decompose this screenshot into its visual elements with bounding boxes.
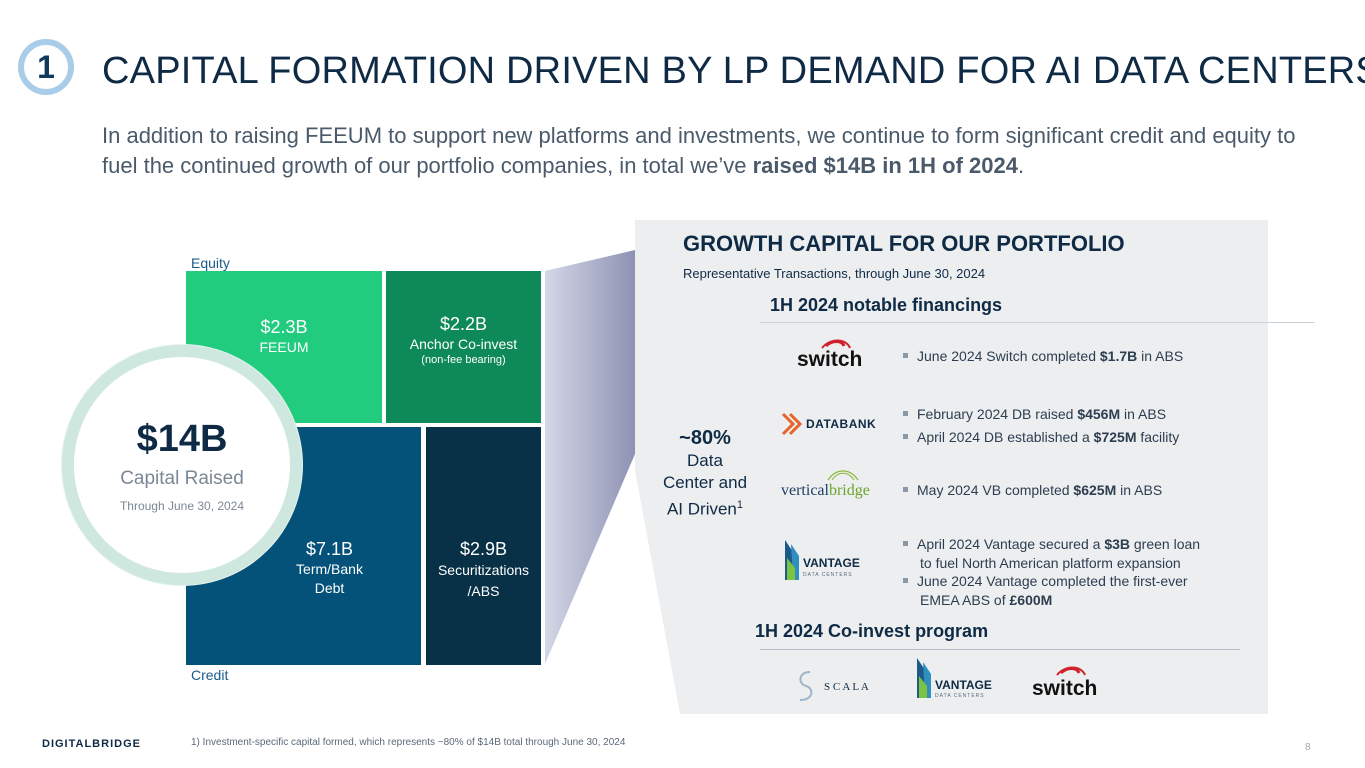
databank-logo-mark [781,412,803,436]
databank-logo-text: DATABANK [806,417,877,431]
bullet-vantage-green-loan: April 2024 Vantage secured a $3B green l… [903,535,1200,573]
intro-text: In addition to raising FEEUM to support … [102,123,1296,178]
share-label-line: AI Driven [666,499,737,519]
bullet-highlight: $456M [1077,406,1121,422]
bullet-highlight: $1.7B [1099,348,1138,364]
block-anchor-coinvest: $2.2B Anchor Co-invest (non-fee bearing) [386,271,541,423]
growth-capital-panel [545,220,1268,714]
funnel-connector [545,250,635,664]
page-title: CAPITAL FORMATION DRIVEN BY LP DEMAND FO… [102,50,1365,92]
bullet-highlight: £600M [1009,592,1053,608]
svg-text:verticalbridge: verticalbridge [781,482,870,499]
vertical-bridge-logo-text-accent: bridge [829,482,870,499]
bullet-continuation: EMEA ABS of [920,592,1010,608]
bullet-vantage-emea-abs: June 2024 Vantage completed the first-ev… [903,572,1188,610]
share-label-line: Center and [662,473,748,492]
scala-logo: S C A L A [796,668,886,706]
bullet-text: in ABS [1137,348,1184,364]
vertical-bridge-logo-text: vertical [781,482,830,499]
total-amount: $14B [136,418,228,460]
total-label: Capital Raised [120,468,244,489]
share-label: Data Center and AI Driven1 [650,450,760,521]
bullet-text: February 2024 DB raised [917,406,1078,422]
equity-label: Equity [191,255,230,271]
section-number: 1 [37,48,55,85]
bullet-text: green loan [1130,536,1201,552]
coinvest-switch-logo-text: switch [1032,677,1097,699]
coinvest-vantage-logo-text: VANTAGE [935,678,992,692]
block-label: Anchor Co-invest [409,336,518,352]
vantage-logo-subtext: DATA CENTERS [803,572,853,578]
vantage-logo: VANTAGE DATA CENTERS [781,538,867,582]
intro-end: . [1017,153,1025,178]
total-circle [62,345,302,585]
block-label: Securitizations /ABS [437,562,530,599]
block-amount: $2.3B [260,317,308,337]
share-label-line: Data [687,451,723,470]
financings-divider [760,322,1315,323]
block-sublabel: (non-fee bearing) [421,354,506,366]
total-sublabel: Through June 30, 2024 [119,499,245,513]
scala-logo-text: S C A L A [824,681,869,693]
block-label: Term/Bank Debt [296,561,363,596]
vertical-bridge-logo-mark: verticalbridge [781,470,870,499]
bullet-text: April 2024 DB established a [917,429,1094,445]
bullet-text: June 2024 Vantage completed the first-ev… [917,573,1188,589]
footnote-marker: 1 [736,499,744,511]
bullet-text: facility [1136,429,1180,445]
coinvest-vantage-logo-mark: VANTAGE DATA CENTERS [917,658,992,699]
bullet-highlight: $3B [1104,536,1130,552]
share-value: ~80% [679,427,731,449]
vantage-logo-text: VANTAGE [803,556,860,570]
coinvest-heading: 1H 2024 Co-invest program [755,621,989,641]
block-amount: $2.9B [459,539,508,559]
vantage-logo-mark: VANTAGE DATA CENTERS [785,540,860,580]
block-amount: $7.1B [305,539,354,559]
footnote: 1) Investment-specific capital formed, w… [191,737,626,748]
coinvest-divider [760,649,1240,650]
vertical-bridge-logo: verticalbridge [780,466,884,500]
share-callout: ~80% Data Center and AI Driven1 [650,427,760,521]
bullet-text: May 2024 VB completed [917,482,1074,498]
panel-subtitle: Representative Transactions, through Jun… [683,266,986,281]
coinvest-switch-logo-mark: switch [1032,666,1097,700]
block-securitizations: $2.9B Securitizations /ABS [426,427,541,665]
bullet-highlight: $725M [1093,429,1137,445]
credit-label: Credit [191,667,229,683]
bullet-text: April 2024 Vantage secured a [917,536,1105,552]
bullet-vertical-bridge-abs: May 2024 VB completed $625M in ABS [903,481,1162,500]
block-amount: $2.2B [439,314,488,334]
databank-logo: DATABANK [781,411,881,437]
intro-highlight: raised $14B in 1H of 2024 [752,153,1018,178]
financings-heading: 1H 2024 notable financings [770,295,1003,315]
block-label: FEEUM [259,339,309,355]
switch-logo-mark: switch [797,339,862,371]
switch-logo-text: switch [797,348,862,371]
bullet-databank-facility: April 2024 DB established a $725M facili… [903,428,1179,447]
scala-logo-mark: S C A L A [799,671,869,701]
page-number: 8 [1305,742,1311,753]
panel-title: GROWTH CAPITAL FOR OUR PORTFOLIO [683,231,1125,256]
section-number-badge: 1 [18,39,74,95]
switch-logo: switch [796,338,866,372]
bullet-databank-abs: February 2024 DB raised $456M in ABS [903,405,1166,424]
bullet-highlight: $625M [1073,482,1117,498]
bullet-text: in ABS [1116,482,1163,498]
digitalbridge-logo: DIGITALBRIDGE [42,738,141,750]
coinvest-vantage-logo: VANTAGE DATA CENTERS [913,656,999,700]
coinvest-vantage-logo-subtext: DATA CENTERS [935,693,985,699]
bullet-switch-abs: June 2024 Switch completed $1.7B in ABS [903,347,1183,366]
bullet-continuation: to fuel North American platform expansio… [920,555,1181,571]
intro-paragraph: In addition to raising FEEUM to support … [102,121,1302,181]
coinvest-switch-logo: switch [1031,665,1101,700]
bullet-text: June 2024 Switch completed [917,348,1100,364]
bullet-text: in ABS [1120,406,1167,422]
